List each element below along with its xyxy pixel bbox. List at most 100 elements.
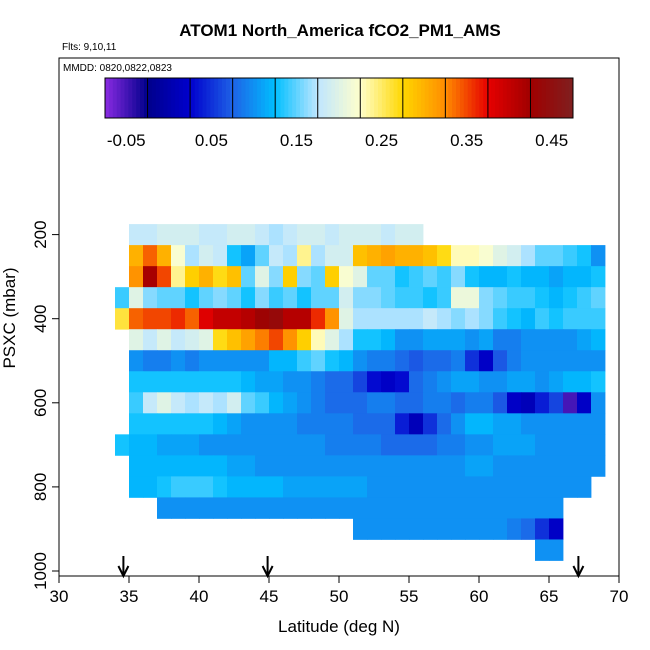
heatmap-cell xyxy=(297,455,312,477)
heatmap-cell xyxy=(143,350,158,372)
heatmap-cell xyxy=(577,329,592,351)
heatmap-cell xyxy=(171,329,186,351)
heatmap-cell xyxy=(227,392,242,414)
heatmap-cell xyxy=(493,287,508,309)
heatmap-cell xyxy=(423,497,438,519)
heatmap-cell xyxy=(549,497,564,519)
heatmap-cell xyxy=(591,329,606,351)
heatmap-cell xyxy=(535,455,550,477)
heatmap-cell xyxy=(227,476,242,498)
heatmap-cell xyxy=(465,434,480,456)
heatmap-cell xyxy=(185,434,200,456)
heatmap-cell xyxy=(437,287,452,309)
colorbar-segment xyxy=(354,78,359,118)
heatmap-cell xyxy=(465,266,480,288)
colorbar-segment xyxy=(214,78,219,118)
heatmap-cell xyxy=(143,455,158,477)
colorbar-segment xyxy=(506,78,512,118)
heatmap-cell xyxy=(591,266,606,288)
y-tick-label: 600 xyxy=(31,389,50,417)
heatmap-cell xyxy=(549,518,564,540)
heatmap-cell xyxy=(325,329,340,351)
heatmap-cell xyxy=(353,224,368,246)
heatmap-cell xyxy=(311,350,326,372)
heatmap-cell xyxy=(325,392,340,414)
heatmap-cell xyxy=(409,371,424,393)
heatmap-cell xyxy=(479,266,494,288)
y-tick-label: 200 xyxy=(31,220,50,248)
heatmap-cell xyxy=(255,245,270,267)
heatmap-cell xyxy=(563,413,578,435)
heatmap-cell xyxy=(535,245,550,267)
colorbar-segment xyxy=(140,78,145,118)
colorbar-segment xyxy=(198,78,203,118)
heatmap-cell xyxy=(227,287,242,309)
heatmap-cell xyxy=(535,518,550,540)
heatmap-cell xyxy=(269,266,284,288)
heatmap-cell xyxy=(465,392,480,414)
heatmap-cell xyxy=(451,287,466,309)
heatmap-cell xyxy=(311,224,326,246)
heatmap-cell xyxy=(423,266,438,288)
colorbar-segment xyxy=(249,78,254,118)
heatmap-cell xyxy=(129,266,144,288)
heatmap-cell xyxy=(185,497,200,519)
heatmap-cell xyxy=(577,350,592,372)
heatmap-cell xyxy=(143,476,158,498)
colorbar: -0.05 0.05 0.15 0.25 0.35 0.45 xyxy=(104,77,574,150)
colorbar-tick-label: 0.15 xyxy=(280,131,313,150)
heatmap-cell xyxy=(409,350,424,372)
heatmap-cell xyxy=(339,497,354,519)
heatmap-cell xyxy=(185,329,200,351)
heatmap-cell xyxy=(339,455,354,477)
heatmap-cell xyxy=(563,455,578,477)
heatmap-cell xyxy=(423,476,438,498)
heatmap-cell xyxy=(157,497,172,519)
heatmap-cell xyxy=(325,224,340,246)
heatmap-cell xyxy=(465,287,480,309)
heatmap-cell xyxy=(129,392,144,414)
heatmap-cell xyxy=(353,413,368,435)
heatmap-cell xyxy=(465,308,480,330)
colorbar-segment xyxy=(292,78,297,118)
heatmap-cell xyxy=(269,392,284,414)
colorbar-segment xyxy=(495,78,500,118)
y-tick-label: 400 xyxy=(31,305,50,333)
colorbar-segment xyxy=(288,78,293,118)
heatmap-cell xyxy=(549,434,564,456)
heatmap-cell xyxy=(213,455,228,477)
heatmap-cell xyxy=(493,350,508,372)
colorbar-segment xyxy=(284,78,289,118)
colorbar-tick-label: 0.25 xyxy=(365,131,398,150)
heatmap-cell xyxy=(213,476,228,498)
heatmap-cell xyxy=(129,329,144,351)
colorbar-segment xyxy=(105,78,110,118)
heatmap-cell xyxy=(283,455,298,477)
heatmap-cell xyxy=(353,329,368,351)
heatmap-cell xyxy=(423,329,438,351)
colorbar-segment xyxy=(171,78,176,118)
colorbar-segment xyxy=(323,78,328,118)
heatmap-cell xyxy=(409,497,424,519)
heatmap-cell xyxy=(227,434,242,456)
heatmap-cell xyxy=(199,245,214,267)
heatmap-cell xyxy=(171,224,186,246)
colorbar-segment xyxy=(167,78,172,118)
heatmap-cell xyxy=(395,413,410,435)
heatmap-cell xyxy=(423,455,438,477)
heatmap-cell xyxy=(143,371,158,393)
heatmap-cell xyxy=(563,287,578,309)
heatmap-cell xyxy=(311,497,326,519)
colorbar-segment xyxy=(502,78,508,118)
heatmap-cell xyxy=(437,329,452,351)
colorbar-segment xyxy=(144,78,149,118)
heatmap-cell xyxy=(549,350,564,372)
heatmap-cell xyxy=(521,266,536,288)
heatmap-cells xyxy=(115,224,606,561)
heatmap-cell xyxy=(451,413,466,435)
heatmap-cell xyxy=(535,308,550,330)
heatmap-cell xyxy=(325,497,340,519)
colorbar-segment xyxy=(374,78,379,118)
heatmap-cell xyxy=(577,413,592,435)
